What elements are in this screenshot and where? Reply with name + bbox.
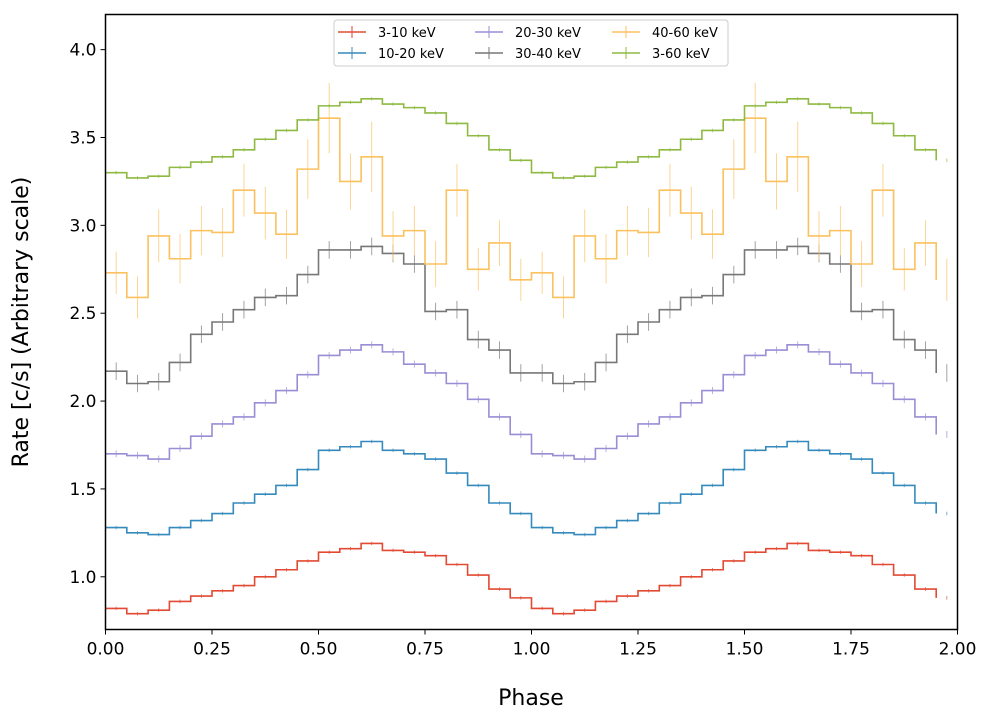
legend-label: 40-60 keV [652, 26, 718, 41]
legend-label: 30-40 keV [515, 47, 581, 62]
legend-item-3: 30-40 keV [475, 47, 581, 62]
series-5 [105, 97, 948, 180]
x-axis-ticks: 0.00 0.25 0.50 0.75 1.00 1.25 1.50 1.75 2.00 [87, 629, 977, 660]
y-axis-ticks: 1.0 1.5 2.0 2.5 3.0 3.5 4.0 [69, 41, 106, 588]
series-1 [105, 439, 948, 537]
legend-label: 10-20 keV [378, 47, 444, 62]
x-tick-label: 0.25 [193, 640, 231, 660]
y-tick-label: 3.5 [69, 129, 96, 149]
x-tick-label: 1.50 [726, 640, 764, 660]
legend-item-2: 20-30 keV [475, 26, 581, 41]
x-tick-label: 2.00 [939, 640, 977, 660]
series-line [105, 117, 937, 299]
x-tick-label: 1.25 [619, 640, 657, 660]
series-line [105, 98, 937, 179]
y-tick-label: 2.0 [69, 392, 96, 412]
y-tick-label: 2.5 [69, 304, 96, 324]
y-axis-label: Rate [c/s] (Arbitrary scale) [9, 177, 34, 468]
series-2 [105, 341, 948, 463]
x-tick-label: 0.75 [406, 640, 444, 660]
plot-area [105, 83, 948, 616]
x-tick-label: 0.50 [300, 640, 338, 660]
x-tick-label: 0.00 [87, 640, 125, 660]
x-tick-label: 1.75 [832, 640, 870, 660]
x-axis-label: Phase [498, 686, 564, 711]
series-0 [105, 541, 948, 616]
y-tick-label: 1.0 [69, 568, 96, 588]
legend-label: 20-30 keV [515, 26, 581, 41]
series-4 [105, 83, 948, 319]
legend-item-4: 40-60 keV [612, 26, 718, 41]
y-tick-label: 1.5 [69, 480, 96, 500]
legend-label: 3-60 keV [652, 47, 710, 62]
legend: 3-10 keV 10-20 keV 20-30 keV 30-40 keV 40-60… [333, 19, 729, 67]
y-tick-label: 4.0 [69, 41, 96, 61]
x-tick-label: 1.00 [513, 640, 551, 660]
series-line [105, 542, 937, 615]
legend-label: 3-10 keV [378, 26, 436, 41]
y-tick-label: 3.0 [69, 216, 96, 236]
legend-item-0: 3-10 keV [338, 26, 436, 41]
series-line [105, 344, 937, 460]
legend-item-5: 3-60 keV [612, 47, 710, 62]
series-line [105, 440, 937, 536]
legend-item-1: 10-20 keV [338, 47, 444, 62]
